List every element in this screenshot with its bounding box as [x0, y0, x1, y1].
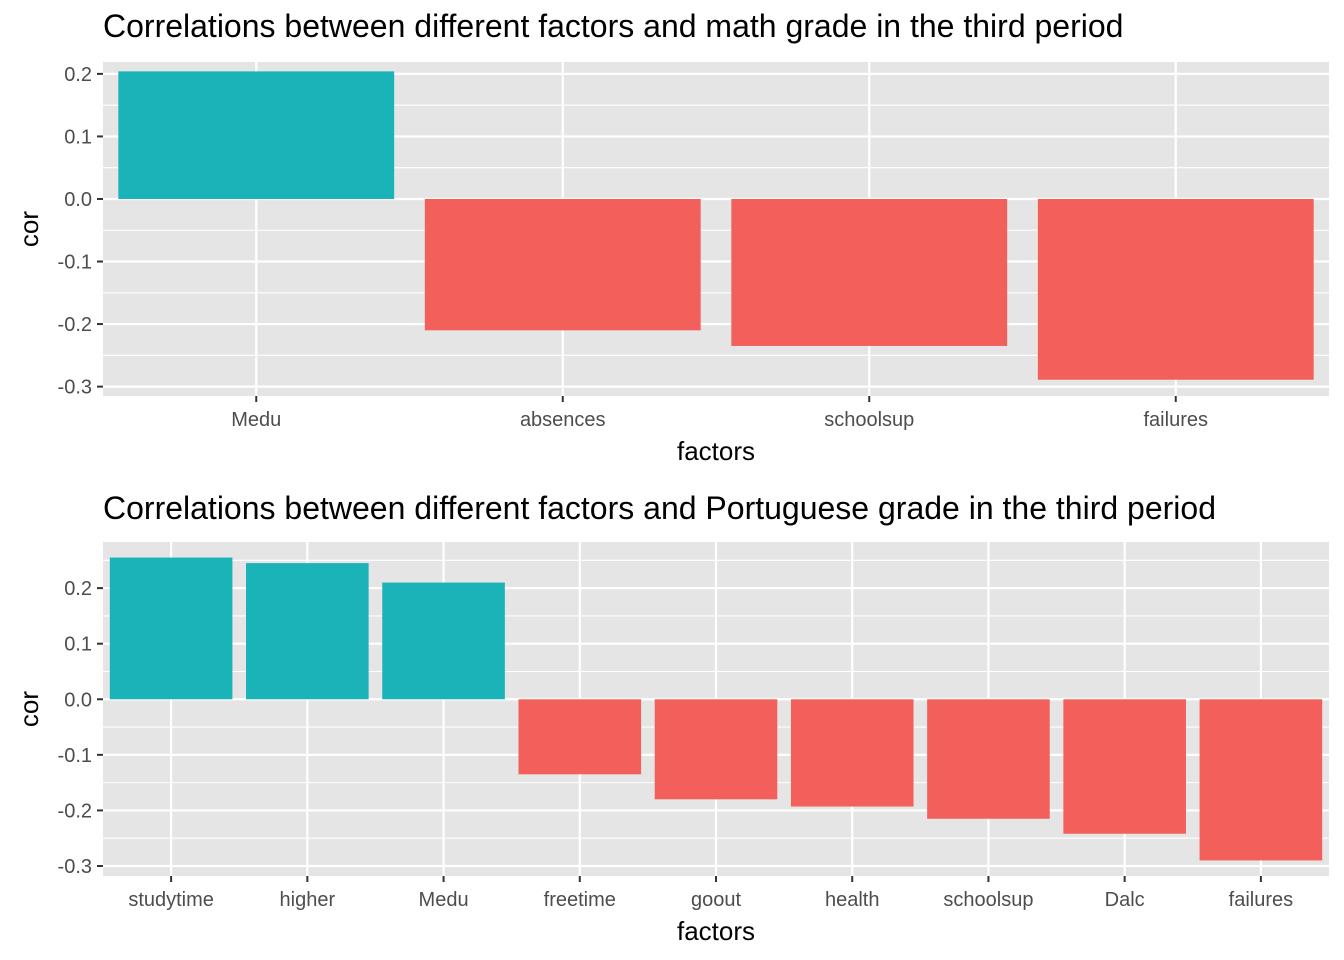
chart-title: Correlations between different factors a…: [103, 490, 1216, 526]
bar-health: [790, 699, 914, 807]
x-axis-title: factors: [677, 916, 755, 946]
y-axis-title: cor: [14, 691, 44, 727]
bar-failures: [1199, 699, 1323, 861]
y-tick-label: -0.1: [58, 252, 92, 274]
y-tick-label: 0.0: [64, 689, 92, 711]
bar-Medu: [118, 71, 395, 199]
x-tick-label: schoolsup: [943, 889, 1033, 911]
y-tick-label: -0.1: [58, 745, 92, 767]
y-tick-label: -0.2: [58, 314, 92, 336]
bar-higher: [246, 563, 369, 700]
y-tick-label: -0.3: [58, 856, 92, 878]
y-tick-label: -0.3: [58, 377, 92, 399]
y-axis-title: cor: [14, 211, 44, 247]
x-tick-label: Medu: [419, 889, 469, 911]
x-axis-title: factors: [677, 436, 755, 466]
x-tick-label: goout: [691, 889, 741, 911]
bar-failures: [1037, 198, 1314, 380]
x-tick-label: Medu: [231, 409, 281, 431]
y-tick-label: -0.2: [58, 800, 92, 822]
x-tick-label: schoolsup: [824, 409, 914, 431]
y-tick-label: 0.2: [64, 64, 92, 86]
x-tick-label: failures: [1144, 409, 1208, 431]
bar-goout: [654, 699, 778, 800]
bar-Medu: [382, 582, 505, 700]
x-tick-label: freetime: [544, 889, 616, 911]
math-chart: Correlations between different factors a…: [14, 8, 1329, 466]
bar-schoolsup: [927, 699, 1050, 819]
bar-freetime: [518, 699, 642, 775]
x-tick-label: higher: [280, 889, 336, 911]
y-tick-label: 0.1: [64, 634, 92, 656]
portuguese-chart: Correlations between different factors a…: [0, 480, 1344, 960]
bar-schoolsup: [731, 198, 1008, 346]
y-tick-label: 0.0: [64, 189, 92, 211]
bar-Dalc: [1063, 699, 1186, 834]
x-tick-label: Dalc: [1105, 889, 1145, 911]
x-tick-label: absences: [520, 409, 606, 431]
bar-absences: [424, 198, 701, 331]
math-chart-plot: 0.2 0.1 0.0 -0.1 -0.2 -0.3 Medu absences schools…: [14, 62, 1329, 466]
bar-studytime: [109, 557, 233, 700]
chart-title: Correlations between different factors a…: [103, 8, 1124, 44]
y-tick-label: 0.2: [64, 578, 92, 600]
x-tick-label: health: [825, 889, 880, 911]
portuguese-chart-plot: 0.2 0.1 0.0 -0.1 -0.2 -0.3 studytime higher Medu…: [14, 542, 1329, 946]
x-tick-label: failures: [1229, 889, 1293, 911]
x-tick-label: studytime: [128, 889, 214, 911]
y-tick-label: 0.1: [64, 126, 92, 148]
